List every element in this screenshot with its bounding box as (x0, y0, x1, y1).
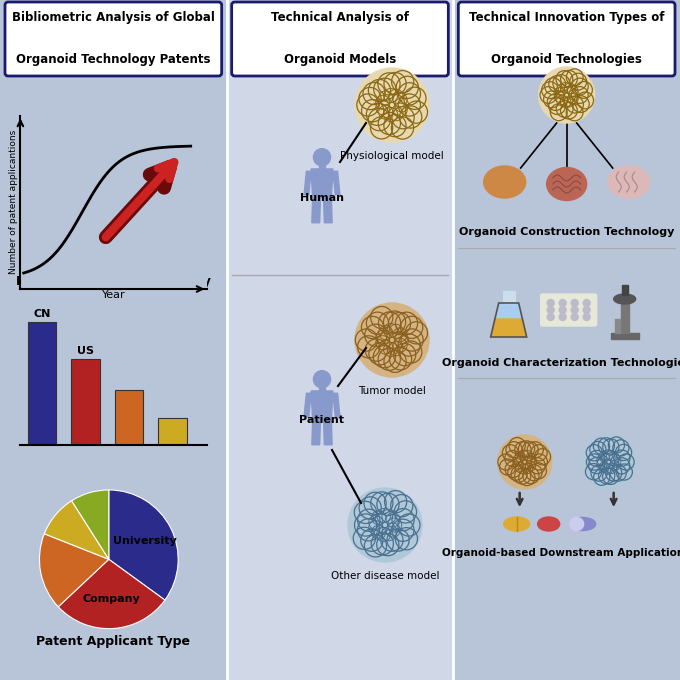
Text: Human: Human (300, 193, 344, 203)
Polygon shape (312, 198, 320, 223)
Circle shape (571, 307, 578, 313)
Circle shape (539, 67, 595, 123)
Text: Other disease model: Other disease model (330, 571, 439, 581)
Polygon shape (333, 393, 340, 417)
Text: Organoid Characterization Technologies: Organoid Characterization Technologies (442, 358, 680, 368)
Text: Technical Innovation Types of

Organoid Technologies: Technical Innovation Types of Organoid T… (469, 12, 664, 67)
Bar (71, 358, 100, 445)
Circle shape (313, 371, 330, 388)
Circle shape (547, 307, 554, 313)
Wedge shape (44, 500, 109, 559)
Polygon shape (333, 171, 340, 194)
Circle shape (583, 313, 590, 320)
Polygon shape (311, 391, 333, 420)
Text: University: University (113, 536, 177, 546)
Bar (28, 322, 56, 445)
Bar (115, 390, 143, 445)
Circle shape (547, 313, 554, 320)
Circle shape (547, 299, 554, 307)
Circle shape (571, 299, 578, 307)
Text: Patient: Patient (299, 415, 345, 425)
Text: US: US (77, 346, 94, 356)
Ellipse shape (608, 166, 649, 198)
Polygon shape (304, 171, 311, 194)
Polygon shape (311, 169, 333, 198)
Circle shape (559, 313, 566, 320)
Polygon shape (304, 393, 311, 417)
Bar (622, 285, 628, 295)
Text: CN: CN (33, 309, 51, 319)
Bar (615, 319, 619, 333)
Wedge shape (109, 490, 178, 600)
Wedge shape (39, 534, 109, 607)
FancyBboxPatch shape (5, 2, 222, 76)
Ellipse shape (547, 167, 587, 201)
Circle shape (498, 435, 551, 489)
Polygon shape (491, 303, 527, 337)
FancyBboxPatch shape (458, 2, 675, 76)
Text: Tumor model: Tumor model (358, 386, 426, 396)
Circle shape (355, 68, 429, 142)
Ellipse shape (538, 517, 560, 531)
FancyBboxPatch shape (232, 2, 448, 76)
Circle shape (559, 307, 566, 313)
FancyBboxPatch shape (541, 294, 596, 326)
X-axis label: Year: Year (102, 290, 126, 301)
Text: Physiological model: Physiological model (340, 151, 444, 161)
Circle shape (313, 149, 330, 166)
Circle shape (348, 488, 422, 562)
Circle shape (571, 313, 578, 320)
Bar (226, 0, 454, 680)
Wedge shape (58, 559, 165, 628)
Ellipse shape (570, 517, 583, 530)
Bar (0, 0, 226, 680)
Ellipse shape (613, 294, 636, 304)
Wedge shape (71, 490, 109, 559)
Ellipse shape (570, 517, 596, 530)
Circle shape (583, 299, 590, 307)
Text: Bibliometric Analysis of Global

Organoid Technology Patents: Bibliometric Analysis of Global Organoid… (12, 12, 215, 67)
Text: Technical Analysis of

Organoid Models: Technical Analysis of Organoid Models (271, 12, 409, 67)
Polygon shape (324, 420, 332, 445)
Text: Company: Company (82, 594, 140, 605)
Circle shape (559, 299, 566, 307)
Bar (158, 418, 187, 445)
Bar (611, 333, 639, 339)
Polygon shape (324, 198, 332, 223)
Y-axis label: Number of patent applicantions: Number of patent applicantions (9, 130, 18, 275)
Circle shape (581, 435, 636, 489)
Text: Patent Applicant Type: Patent Applicant Type (36, 636, 190, 649)
Bar (621, 301, 629, 333)
Text: Organoid Construction Technology: Organoid Construction Technology (459, 227, 675, 237)
Ellipse shape (483, 166, 526, 198)
Bar (319, 165, 325, 169)
Circle shape (355, 303, 429, 377)
Circle shape (583, 307, 590, 313)
Polygon shape (491, 319, 527, 337)
Text: Patent Application Quantity: Patent Application Quantity (16, 275, 211, 288)
Ellipse shape (504, 517, 530, 531)
Text: Organoid-based Downstream Applications: Organoid-based Downstream Applications (443, 548, 680, 558)
Bar (454, 0, 680, 680)
Bar (319, 386, 325, 391)
Bar (503, 291, 515, 303)
Polygon shape (312, 420, 320, 445)
Text: Disclosed Countries: Disclosed Countries (44, 434, 182, 447)
